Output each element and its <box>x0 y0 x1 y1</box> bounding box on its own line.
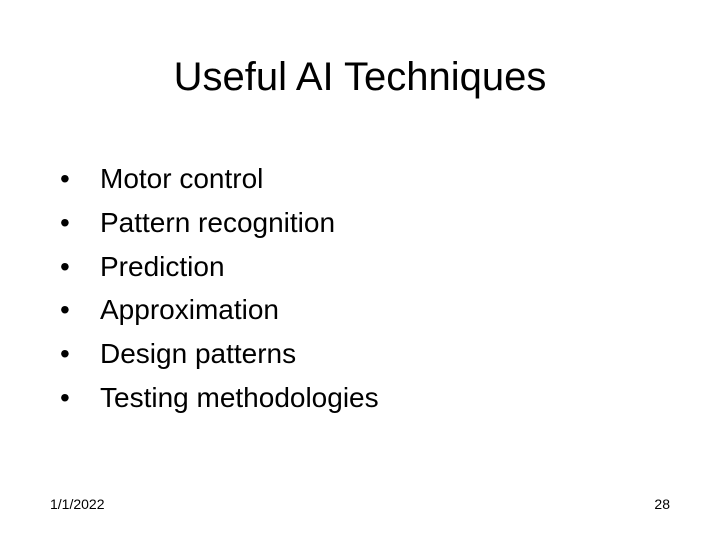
list-item: • Design patterns <box>60 335 379 373</box>
bullet-text: Testing methodologies <box>100 379 379 417</box>
list-item: • Testing methodologies <box>60 379 379 417</box>
bullet-icon: • <box>60 335 100 373</box>
bullet-text: Prediction <box>100 248 225 286</box>
slide-title: Useful AI Techniques <box>0 55 720 100</box>
bullet-list: • Motor control • Pattern recognition • … <box>60 160 379 423</box>
list-item: • Prediction <box>60 248 379 286</box>
bullet-text: Motor control <box>100 160 263 198</box>
list-item: • Pattern recognition <box>60 204 379 242</box>
footer-page-number: 28 <box>654 496 670 512</box>
footer-date: 1/1/2022 <box>50 496 105 512</box>
slide: Useful AI Techniques • Motor control • P… <box>0 0 720 540</box>
list-item: • Motor control <box>60 160 379 198</box>
bullet-icon: • <box>60 379 100 417</box>
bullet-text: Approximation <box>100 291 279 329</box>
bullet-icon: • <box>60 204 100 242</box>
bullet-text: Design patterns <box>100 335 296 373</box>
bullet-icon: • <box>60 160 100 198</box>
list-item: • Approximation <box>60 291 379 329</box>
slide-footer: 1/1/2022 28 <box>50 496 670 512</box>
bullet-icon: • <box>60 248 100 286</box>
bullet-icon: • <box>60 291 100 329</box>
bullet-text: Pattern recognition <box>100 204 335 242</box>
